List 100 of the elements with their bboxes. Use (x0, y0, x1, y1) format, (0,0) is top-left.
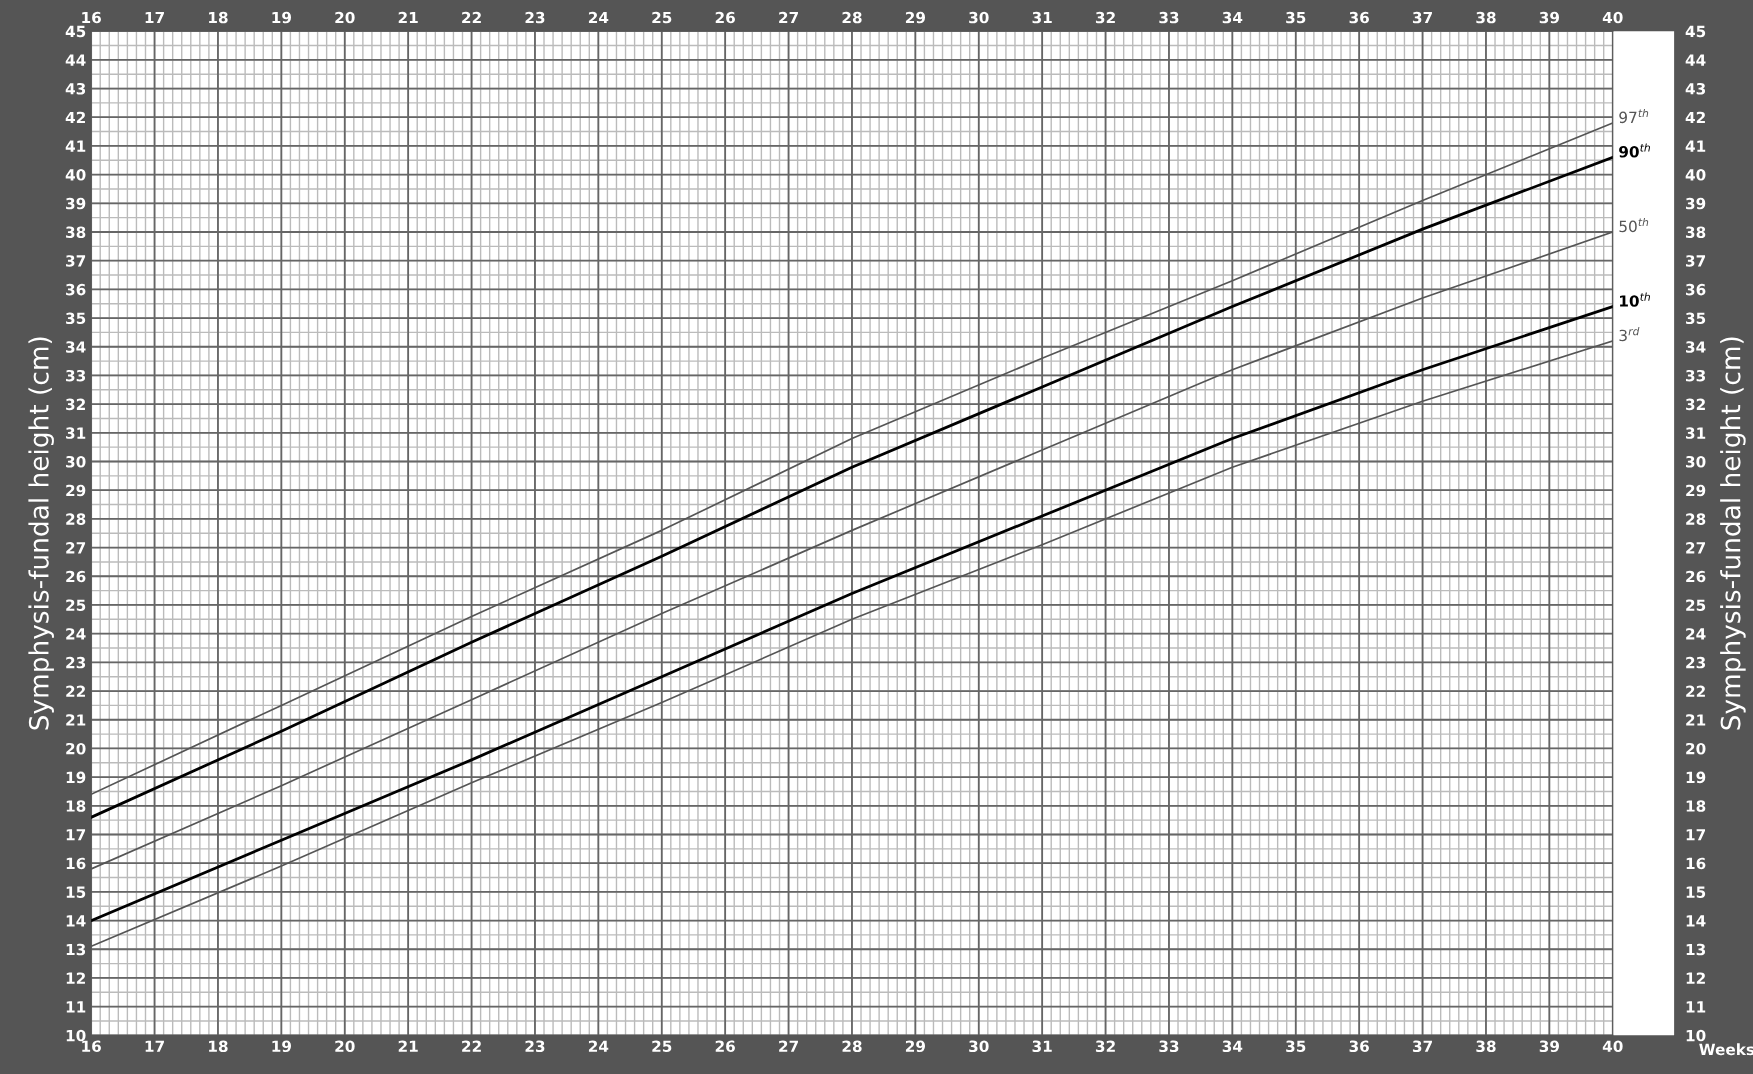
y2-tick-label: 33 (1686, 369, 1706, 382)
x-tick-label: 32 (1095, 1040, 1115, 1053)
y2-tick-label: 13 (1686, 943, 1706, 956)
y2-tick-label: 41 (1685, 140, 1706, 152)
x-tick-label: 28 (842, 1040, 862, 1053)
y2-tick-label: 17 (1686, 829, 1706, 841)
x-tick-label: 29 (905, 1040, 926, 1053)
x-tick-label: 38 (1476, 1040, 1496, 1053)
y-tick-label: 15 (66, 886, 86, 898)
y-tick-label: 24 (66, 628, 86, 640)
x-tick-label: 21 (398, 1040, 418, 1052)
y-tick-label: 33 (66, 369, 86, 382)
x2-tick-label: 28 (842, 11, 862, 24)
y2-tick-label: 35 (1686, 312, 1706, 325)
y2-tick-label: 21 (1686, 714, 1706, 726)
y-tick-label: 29 (66, 484, 86, 497)
x2-tick-label: 20 (335, 11, 355, 24)
x-tick-label: 17 (145, 1040, 164, 1052)
y-tick-label: 43 (65, 82, 86, 95)
x-tick-label: 24 (588, 1040, 609, 1052)
y-tick-label: 26 (66, 570, 86, 583)
y2-tick-label: 39 (1686, 197, 1706, 210)
y2-tick-label: 42 (1685, 111, 1705, 124)
y-tick-label: 35 (66, 312, 86, 325)
y2-tick-label: 37 (1686, 255, 1706, 267)
y2-tick-label: 30 (1686, 455, 1706, 468)
y-tick-label: 40 (65, 169, 86, 181)
y2-tick-label: 44 (1685, 54, 1706, 66)
x2-tick-label: 35 (1286, 11, 1306, 24)
x-tick-label: 37 (1412, 1040, 1432, 1053)
series-label: 10$^{th}$ (1620, 292, 1650, 307)
y-axis-title: Symphysis-fundal height (cm) (28, 337, 54, 730)
y-tick-label: 32 (66, 398, 85, 411)
y-tick-label: 28 (66, 513, 86, 525)
x2-tick-label: 33 (1159, 11, 1179, 24)
y-tick-label: 17 (66, 829, 86, 841)
y2-tick-label: 19 (1686, 771, 1706, 784)
y-tick-label: 27 (66, 542, 86, 554)
x2-tick-label: 29 (905, 11, 926, 24)
y-tick-label: 37 (66, 255, 86, 267)
x2-tick-label: 31 (1032, 11, 1052, 24)
y2-tick-label: 34 (1686, 341, 1706, 353)
x2-tick-label: 17 (145, 11, 164, 24)
x2-tick-label: 22 (462, 11, 481, 24)
y-tick-label: 44 (65, 54, 86, 66)
y-tick-label: 11 (66, 1001, 86, 1013)
y2-tick-label: 28 (1686, 513, 1706, 525)
y2-tick-label: 10 (1686, 1029, 1706, 1042)
x2-tick-label: 37 (1412, 11, 1432, 24)
x-tick-label: 19 (272, 1040, 292, 1053)
x-tick-label: 39 (1539, 1040, 1560, 1053)
y-tick-label: 22 (66, 685, 85, 697)
y-tick-label: 38 (66, 226, 86, 239)
y-tick-label: 18 (66, 800, 86, 812)
x-tick-label: 33 (1159, 1040, 1179, 1053)
y-tick-label: 45 (65, 25, 86, 38)
x-tick-label: 23 (525, 1040, 545, 1053)
x-tick-label: 34 (1222, 1040, 1243, 1053)
y2-tick-label: 15 (1686, 886, 1706, 898)
y2-tick-label: 24 (1686, 628, 1706, 640)
x2-tick-label: 19 (272, 11, 292, 24)
series-label: 97$^{th}$ (1619, 108, 1649, 124)
x-tick-label: 18 (209, 1040, 228, 1053)
series-label: 3$^{rd}$ (1619, 327, 1640, 342)
x-tick-label: 25 (652, 1040, 672, 1053)
x-tick-label: 31 (1032, 1040, 1052, 1053)
x-tick-label: 22 (462, 1040, 481, 1052)
y-tick-label: 23 (66, 656, 86, 669)
x-tick-label: 16 (82, 1040, 101, 1053)
x2-tick-label: 16 (82, 11, 101, 24)
y-tick-label: 14 (66, 915, 86, 927)
x2-tick-label: 39 (1539, 11, 1560, 24)
x-tick-label: 36 (1349, 1040, 1369, 1053)
y2-tick-label: 32 (1686, 398, 1705, 411)
y-tick-label: 21 (66, 714, 86, 726)
y2-tick-label: 27 (1686, 542, 1706, 554)
y2-tick-label: 11 (1686, 1001, 1706, 1013)
y2-tick-label: 29 (1686, 484, 1706, 497)
x2-tick-label: 40 (1602, 11, 1623, 24)
y-tick-label: 39 (66, 197, 86, 210)
y-tick-label: 20 (66, 742, 86, 755)
y-tick-label: 31 (66, 427, 86, 439)
series-label: 90$^{th}$ (1619, 143, 1650, 158)
x2-tick-label: 32 (1095, 11, 1115, 24)
x-tick-label: 40 (1602, 1040, 1623, 1053)
y-tick-label: 36 (66, 283, 86, 296)
x-tick-label: 20 (335, 1040, 355, 1053)
y-tick-label: 34 (66, 341, 86, 353)
x2-tick-label: 24 (588, 11, 609, 24)
x2-tick-label: 25 (652, 11, 672, 24)
x2-tick-label: 30 (969, 11, 989, 24)
y2-tick-label: 45 (1685, 25, 1706, 38)
y2-tick-label: 36 (1686, 283, 1706, 296)
x2-tick-label: 36 (1349, 11, 1369, 24)
y-tick-label: 13 (66, 943, 86, 956)
x-tick-label: 30 (969, 1040, 989, 1053)
y-tick-label: 19 (66, 771, 86, 784)
y-tick-label: 12 (66, 972, 85, 984)
y-tick-label: 16 (66, 857, 86, 870)
y2-tick-label: 14 (1686, 915, 1706, 927)
